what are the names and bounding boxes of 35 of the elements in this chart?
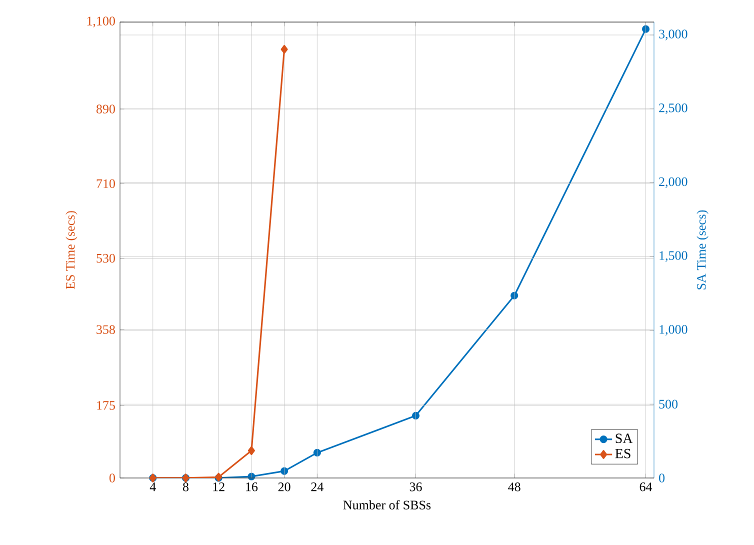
y-tick-label: 1,100 bbox=[87, 16, 115, 28]
x-tick-label: 12 bbox=[213, 482, 224, 492]
y-tick-label: 358 bbox=[96, 325, 115, 334]
point bbox=[313, 448, 321, 457]
x-tick-label: 20 bbox=[278, 482, 290, 492]
legend-label: SA bbox=[616, 434, 633, 444]
x-tick-label: 16 bbox=[246, 482, 258, 492]
x-tick-label: 48 bbox=[508, 482, 520, 492]
point bbox=[280, 467, 288, 475]
point bbox=[280, 44, 288, 54]
y2-axis-title: SA Time (secs) bbox=[696, 210, 708, 290]
y2-tick-label: 2,000 bbox=[659, 177, 688, 188]
x-axis-title: Number of SBSs bbox=[343, 500, 431, 510]
x-tick-label: 8 bbox=[182, 482, 188, 492]
y2-tick-label: 0 bbox=[659, 474, 665, 482]
x-tick-label: 24 bbox=[311, 482, 324, 492]
y-tick-label: 175 bbox=[97, 401, 115, 410]
y2-tick-label: 1,500 bbox=[660, 251, 688, 262]
y-tick-label: 890 bbox=[96, 104, 115, 114]
y-tick-label: 0 bbox=[109, 474, 115, 482]
point bbox=[412, 412, 420, 420]
y2-tick-label: 3,000 bbox=[659, 30, 688, 40]
y2-tick-label: 500 bbox=[659, 400, 678, 409]
y-axis-title: ES Time (secs) bbox=[66, 211, 78, 290]
x-tick-label: 4 bbox=[150, 482, 156, 492]
x-tick-label: 36 bbox=[410, 482, 422, 492]
y2-tick-label: 2,500 bbox=[659, 104, 688, 114]
y-tick-label: 710 bbox=[96, 179, 115, 188]
point bbox=[510, 292, 518, 300]
point bbox=[642, 25, 650, 33]
y2-tick-label: 1,000 bbox=[660, 325, 688, 336]
x-tick-label: 64 bbox=[640, 482, 652, 492]
y-tick-label: 530 bbox=[96, 254, 115, 263]
point bbox=[248, 446, 255, 456]
legend-label: ES bbox=[615, 448, 630, 458]
